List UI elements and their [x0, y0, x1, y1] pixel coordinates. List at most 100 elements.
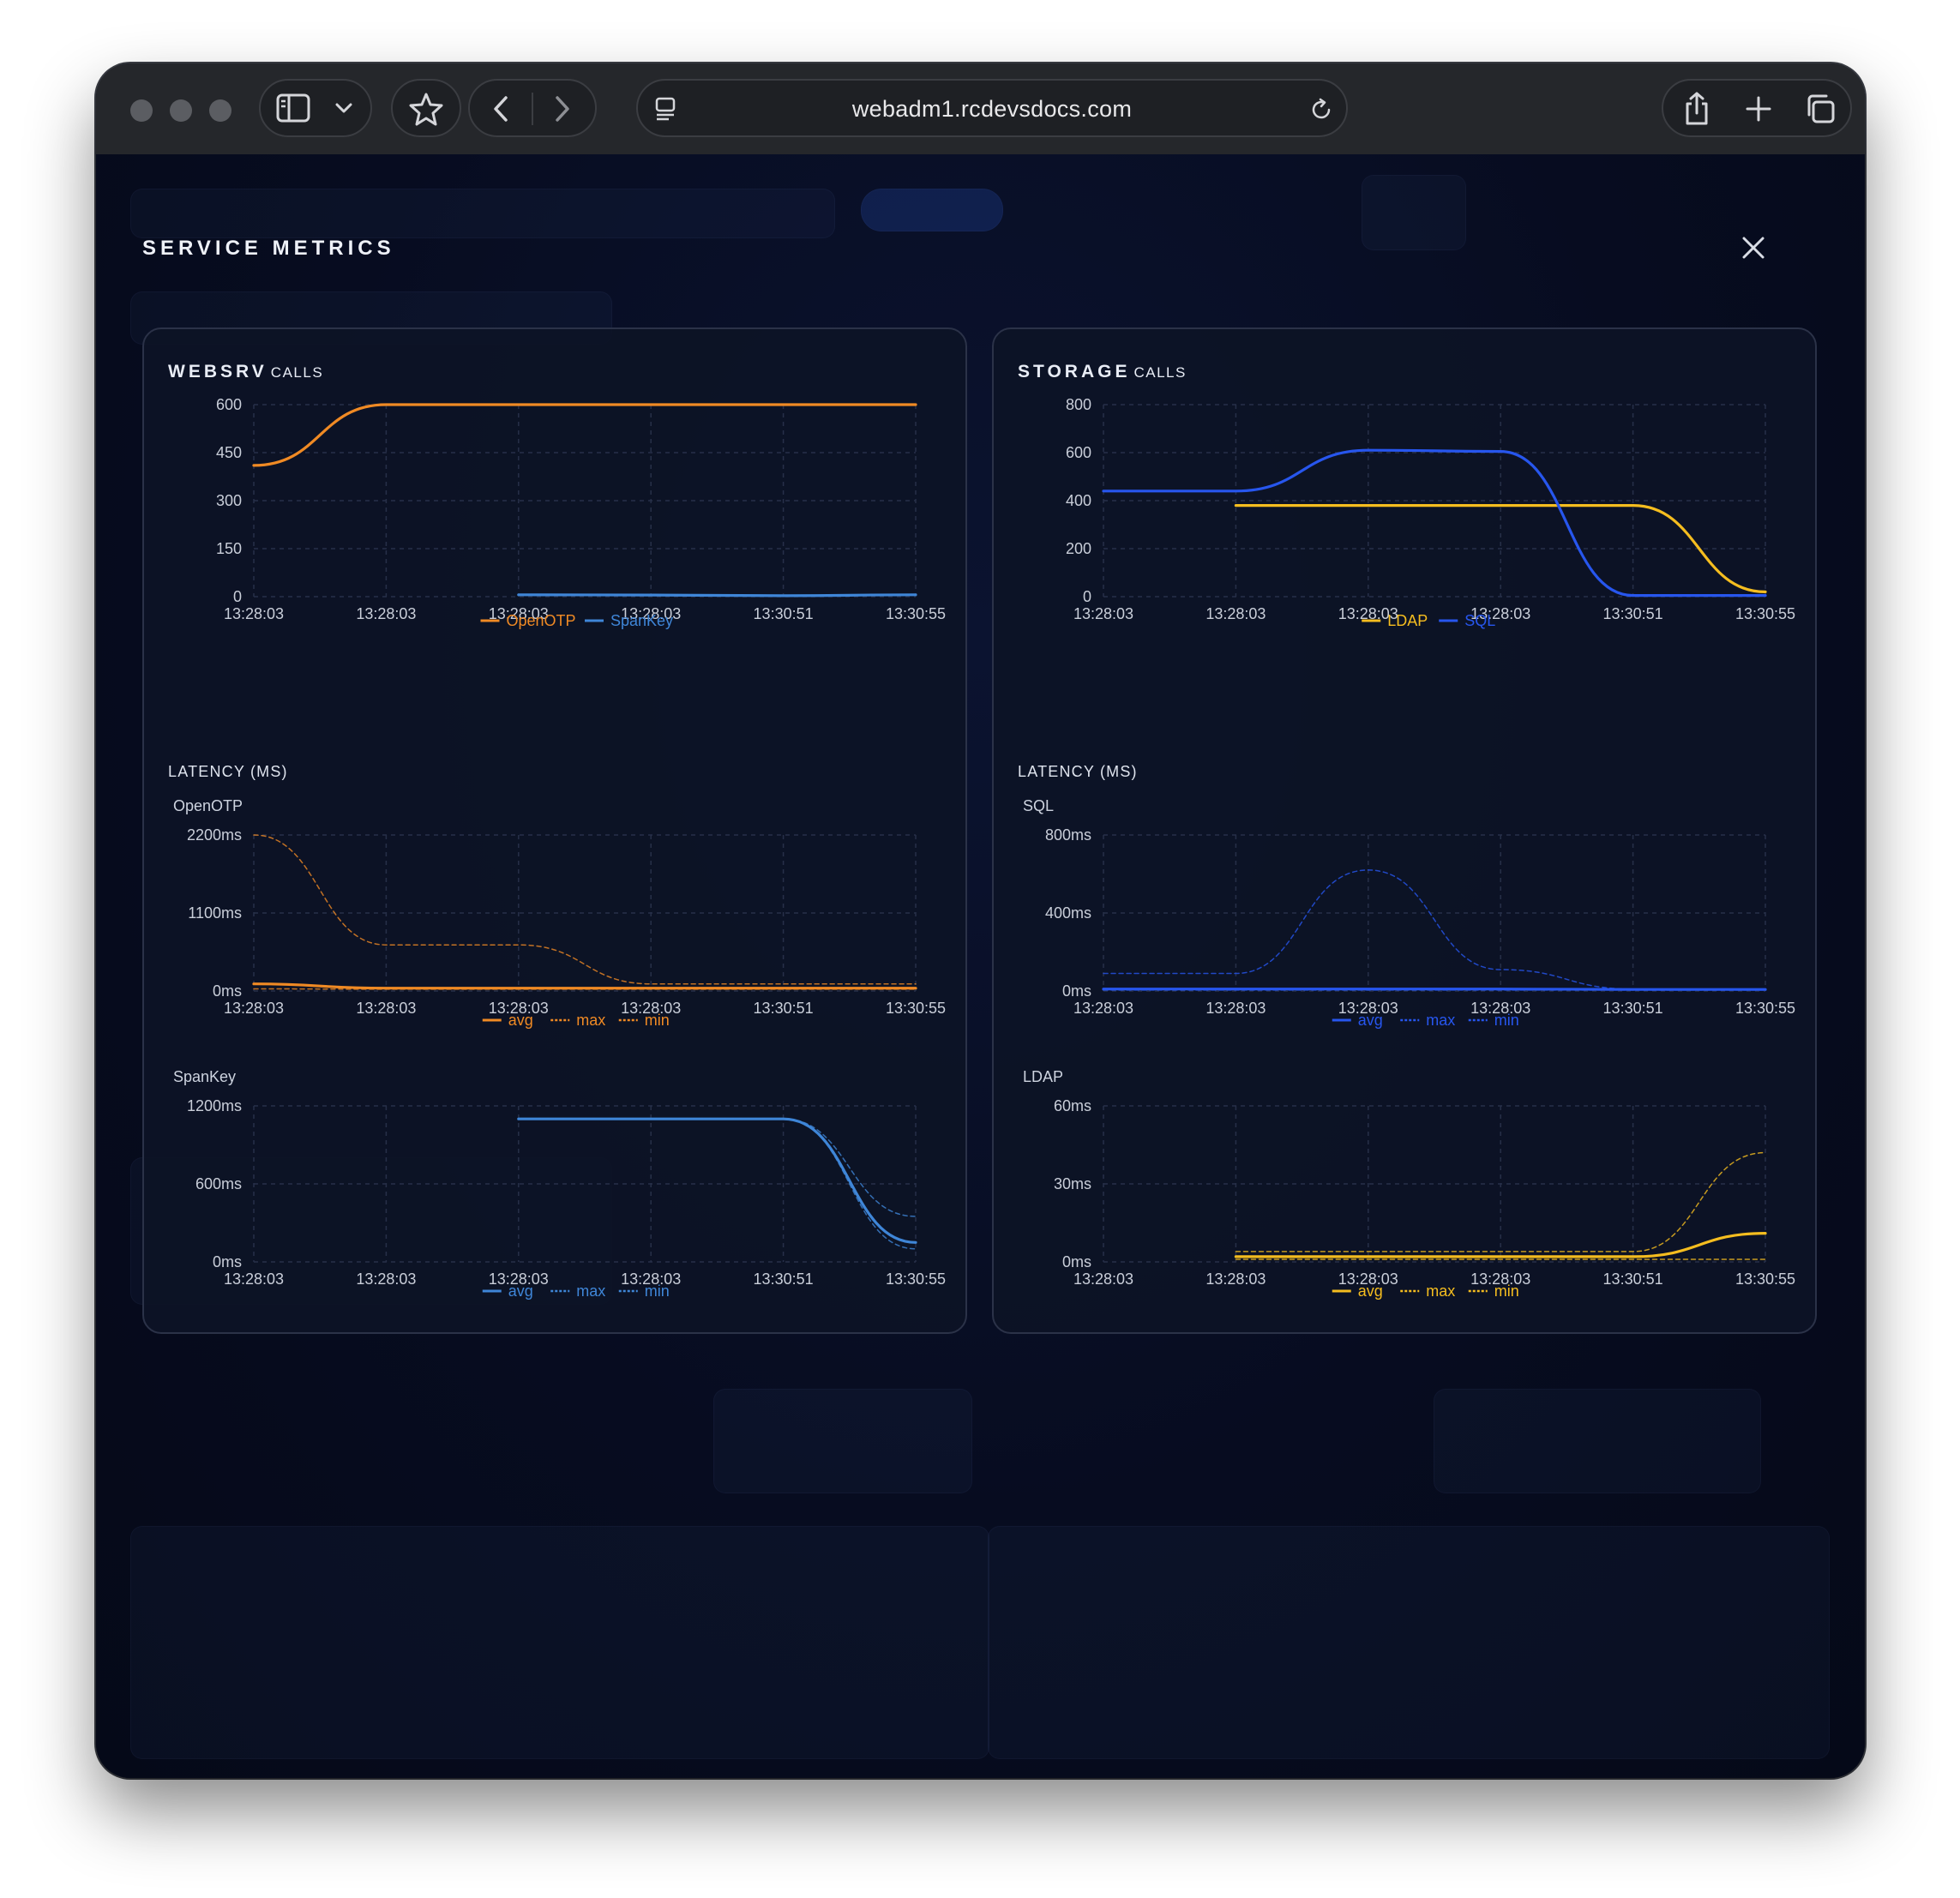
legend-label: OpenOTP	[507, 612, 576, 629]
legend-item-avg[interactable]: avg	[482, 1282, 533, 1300]
bookmarks-button[interactable]	[391, 79, 461, 137]
legend-item-sql[interactable]: SQL	[1439, 612, 1495, 629]
legend-label: min	[1494, 1012, 1519, 1029]
latency-subheading-ldap: LDAP	[1023, 1068, 1064, 1085]
x-tick-label: 13:30:51	[1603, 1270, 1663, 1288]
legend-item-min[interactable]: min	[618, 1282, 670, 1300]
series-line-ldap	[1234, 504, 1767, 593]
y-tick-label: 60ms	[1054, 1097, 1091, 1114]
legend-label: max	[1426, 1012, 1455, 1029]
tab-overview-icon[interactable]	[1804, 93, 1837, 125]
series-line-max	[1103, 869, 1766, 990]
latency-subheading-sql: SQL	[1023, 797, 1055, 814]
x-tick-label: 13:28:03	[1205, 605, 1266, 622]
x-tick-label: 13:28:03	[621, 605, 681, 622]
background-alerts	[988, 1526, 1830, 1759]
url-text[interactable]: webadm1.rcdevsdocs.com	[851, 96, 1133, 122]
y-tick-label: 0	[1083, 588, 1091, 605]
x-tick-label: 13:28:03	[621, 1000, 681, 1017]
x-tick-label: 13:28:03	[224, 605, 284, 622]
close-window-button[interactable]	[130, 99, 153, 122]
modal-title: SERVICE METRICS	[142, 237, 395, 260]
forward-arrow-icon[interactable]	[552, 94, 573, 123]
sidebar-toggle-button[interactable]	[259, 79, 372, 137]
background-widget	[1362, 175, 1466, 250]
page-settings-icon[interactable]	[653, 96, 679, 122]
x-tick-label: 13:30:55	[1735, 605, 1795, 622]
legend-item-min[interactable]: min	[1468, 1012, 1519, 1029]
x-tick-label: 13:28:03	[356, 1000, 416, 1017]
x-tick-label: 13:30:55	[886, 1000, 946, 1017]
y-tick-label: 1200ms	[187, 1097, 242, 1114]
y-tick-label: 1100ms	[188, 904, 242, 922]
x-tick-label: 13:28:03	[224, 1000, 284, 1017]
x-tick-label: 13:28:03	[489, 1270, 549, 1288]
y-tick-label: 400ms	[1045, 904, 1091, 922]
new-tab-icon[interactable]	[1744, 94, 1773, 123]
legend-label: SQL	[1464, 612, 1495, 629]
x-tick-label: 13:28:03	[1205, 1000, 1266, 1017]
legend-item-ldap[interactable]: LDAP	[1362, 612, 1428, 629]
x-tick-label: 13:28:03	[1205, 1270, 1266, 1288]
panel-name: STORAGE	[1018, 362, 1131, 381]
address-bar[interactable]: webadm1.rcdevsdocs.com	[636, 79, 1348, 137]
legend-item-max[interactable]: max	[1400, 1012, 1455, 1029]
x-tick-label: 13:28:03	[1073, 1270, 1133, 1288]
series-line-sql	[1102, 448, 1767, 598]
legend-item-max[interactable]: max	[550, 1012, 605, 1029]
legend-item-openotp[interactable]: OpenOTP	[480, 612, 576, 629]
legend-label: min	[645, 1012, 670, 1029]
x-tick-label: 13:28:03	[489, 605, 549, 622]
legend-item-max[interactable]: max	[1400, 1282, 1455, 1300]
x-tick-label: 13:30:51	[1603, 1000, 1663, 1017]
series-line-spankey	[517, 593, 917, 598]
websrv-panel: WEBSRV CALLS 600 450 300 150 0 13:28:03 13:28:0…	[142, 327, 967, 1334]
panel-heading: WEBSRV CALLS	[168, 362, 323, 382]
zoom-window-button[interactable]	[209, 99, 231, 122]
legend-label: SpanKey	[610, 612, 673, 629]
legend-label: max	[576, 1012, 605, 1029]
latency-subheading-spankey: SpanKey	[173, 1068, 237, 1085]
series-line-max	[518, 1118, 917, 1217]
series-line-avg	[252, 982, 917, 990]
series-line-min	[518, 1118, 917, 1250]
legend-label: min	[1494, 1282, 1519, 1300]
share-icon[interactable]	[1682, 91, 1711, 127]
x-tick-label: 13:28:03	[1338, 1270, 1398, 1288]
legend-item-min[interactable]: min	[1468, 1282, 1519, 1300]
y-tick-label: 800ms	[1045, 826, 1091, 844]
legend-label: avg	[508, 1282, 533, 1300]
minimize-window-button[interactable]	[170, 99, 192, 122]
legend-item-avg[interactable]: avg	[1332, 1282, 1383, 1300]
legend-label: min	[645, 1282, 670, 1300]
background-header	[130, 189, 835, 238]
legend-item-avg[interactable]: avg	[482, 1012, 533, 1029]
chevron-down-icon[interactable]	[334, 101, 353, 115]
legend-item-max[interactable]: max	[550, 1282, 605, 1300]
legend-item-avg[interactable]: avg	[1332, 1012, 1383, 1029]
series-line-avg	[517, 1117, 917, 1244]
legend-item-spankey[interactable]: SpanKey	[585, 612, 673, 629]
y-tick-label: 200	[1066, 540, 1091, 557]
x-tick-label: 13:28:03	[356, 1270, 416, 1288]
series-line-openotp	[252, 403, 917, 467]
reload-icon[interactable]	[1308, 97, 1334, 123]
series-line-avg	[1234, 1232, 1767, 1258]
x-tick-label: 13:28:03	[1470, 1270, 1530, 1288]
legend-item-min[interactable]: min	[618, 1012, 670, 1029]
panel-subtitle: CALLS	[270, 364, 324, 381]
background-widget-3	[1434, 1389, 1761, 1493]
y-tick-label: 300	[216, 492, 242, 509]
background-table	[130, 1526, 989, 1759]
x-tick-label: 13:30:55	[886, 1270, 946, 1288]
legend-label: LDAP	[1387, 612, 1428, 629]
panel-heading: STORAGE CALLS	[1018, 362, 1187, 382]
y-tick-label: 0ms	[1062, 1253, 1091, 1270]
close-icon[interactable]	[1739, 233, 1768, 262]
back-arrow-icon[interactable]	[490, 94, 511, 123]
panel-subtitle: CALLS	[1133, 364, 1187, 381]
nav-divider	[532, 93, 533, 125]
